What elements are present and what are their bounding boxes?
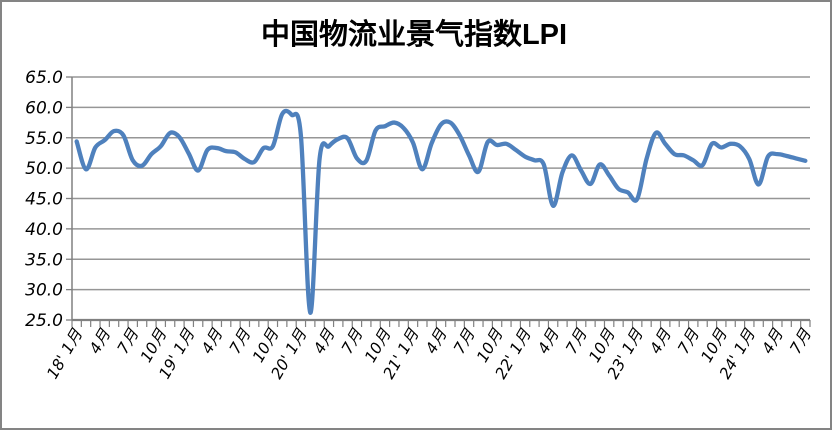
x-tick-label: 4月 [86,326,115,357]
y-tick-label: 45.0 [25,190,63,210]
x-tick-label: 4月 [758,326,787,357]
lpi-line-series [74,108,808,315]
y-tick-label: 55.0 [25,129,63,149]
x-tick-label: 4月 [198,326,227,357]
y-axis-labels: 65.0 60.0 55.0 50.0 45.0 40.0 35.0 30.0 25.0 [25,68,63,331]
x-tick-label: 4月 [646,326,675,357]
x-tick-label: 7月 [114,326,143,357]
x-axis-ticks [71,320,811,327]
x-tick-label: 4月 [422,326,451,357]
x-tick-label: 18' 1月 [43,326,86,382]
y-tick-label: 40.0 [25,220,63,240]
x-tick-label: 4月 [534,326,563,357]
lpi-line [74,108,808,315]
chart-title: 中国物流业景气指数LPI [261,18,567,51]
y-tick-label: 65.0 [25,68,63,88]
x-tick-label: 7月 [450,326,479,357]
x-tick-label: 7月 [226,326,255,357]
y-tick-label: 35.0 [25,250,63,270]
x-tick-label: 7月 [674,326,703,357]
x-tick-label: 7月 [338,326,367,357]
x-tick-label: 7月 [787,326,816,357]
y-tick-label: 50.0 [25,159,63,179]
y-tick-label: 60.0 [25,98,63,118]
y-tick-label: 30.0 [25,281,63,301]
y-tick-label: 25.0 [25,311,63,331]
axes [66,76,810,322]
x-tick-label: 4月 [310,326,339,357]
gridlines [72,76,810,321]
x-tick-label: 7月 [562,326,591,357]
